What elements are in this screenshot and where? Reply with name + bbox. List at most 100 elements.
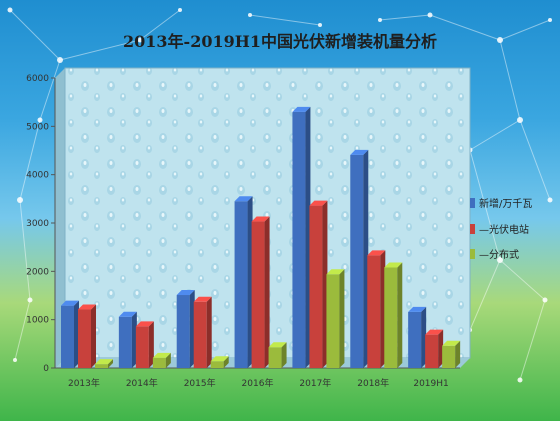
- bar: [425, 329, 444, 368]
- bar-front: [234, 201, 248, 368]
- bar-side: [206, 296, 212, 368]
- bar-front: [442, 345, 456, 368]
- bar-top: [193, 296, 212, 302]
- bar: [408, 306, 427, 368]
- bar-top: [78, 304, 96, 310]
- bar-front: [95, 364, 108, 368]
- bar: [118, 311, 137, 368]
- bar-front: [61, 305, 74, 368]
- bar: [384, 262, 403, 368]
- bar-front: [292, 111, 306, 368]
- bar: [350, 149, 369, 368]
- bar-side: [74, 300, 79, 368]
- bar: [292, 106, 311, 368]
- legend-swatch: [470, 249, 475, 259]
- bar-side: [380, 250, 386, 368]
- x-tick-label: 2017年: [299, 377, 331, 389]
- bar-side: [281, 342, 287, 368]
- side-wall: [55, 68, 65, 368]
- bar: [176, 290, 195, 368]
- bar-side: [421, 306, 427, 368]
- bar-front: [118, 316, 132, 368]
- y-tick-label: 4000: [26, 171, 49, 181]
- bar-front: [152, 357, 166, 368]
- bar-front: [384, 267, 398, 368]
- legend-label: —分布式: [479, 248, 519, 261]
- bar-front: [425, 334, 439, 368]
- bar-front: [78, 309, 91, 368]
- bar-side: [363, 149, 369, 368]
- bar-top: [61, 300, 79, 306]
- x-axis: 2013年 2014年 2015年 2016年 2017年 2018年 2019H1: [55, 367, 460, 389]
- legend-label: —光伏电站: [479, 223, 529, 236]
- bar-front: [408, 311, 422, 368]
- bar-front: [251, 221, 265, 368]
- bar-side: [339, 269, 345, 368]
- bar-top: [326, 269, 345, 275]
- bar: [309, 200, 328, 368]
- x-tick-label: 2013年: [68, 377, 100, 389]
- bar: [210, 356, 229, 368]
- bar: [367, 250, 386, 368]
- bar: [135, 321, 154, 368]
- bar-front: [309, 205, 323, 368]
- x-tick-label: 2015年: [184, 377, 216, 389]
- bar-top: [425, 329, 444, 335]
- bar-side: [131, 311, 137, 368]
- bar-front: [350, 154, 364, 368]
- bar-front: [268, 347, 282, 368]
- x-tick-label: 2019H1: [413, 379, 448, 389]
- bar-side: [223, 356, 229, 368]
- bar-top: [251, 216, 270, 222]
- y-tick-label: 6000: [26, 74, 49, 84]
- y-tick-label: 3000: [26, 219, 49, 229]
- bar-side: [91, 304, 96, 368]
- bar-front: [367, 255, 381, 368]
- bar: [251, 216, 270, 368]
- bar-side: [108, 359, 113, 368]
- bar: [326, 269, 345, 368]
- legend-label: 新增/万千瓦: [479, 197, 532, 210]
- y-tick-label: 1000: [26, 316, 49, 326]
- bar: [78, 304, 96, 368]
- bar-top: [268, 342, 287, 348]
- bar-top: [350, 149, 369, 155]
- legend: 新增/万千瓦 —光伏电站 —分布式: [470, 197, 532, 261]
- bar-top: [442, 340, 461, 346]
- bar-side: [165, 352, 171, 368]
- bar-side: [455, 340, 461, 368]
- bar-top: [152, 352, 171, 358]
- y-axis: 0 1000 2000 3000 4000 5000 6000: [26, 74, 56, 374]
- bar-side: [148, 321, 154, 368]
- bar-top: [176, 290, 195, 296]
- x-tick-label: 2014年: [126, 377, 158, 389]
- bar-side: [438, 329, 444, 368]
- bar-top: [118, 311, 137, 317]
- bar-top: [309, 200, 328, 206]
- bar-side: [264, 216, 270, 368]
- bar: [152, 352, 171, 368]
- legend-swatch: [470, 198, 475, 208]
- bar-side: [305, 106, 311, 368]
- bar: [268, 342, 287, 368]
- bars: [61, 106, 461, 368]
- bar-side: [397, 262, 403, 368]
- x-tick-label: 2016年: [242, 377, 274, 389]
- bar-top: [408, 306, 427, 312]
- x-tick-label: 2018年: [357, 377, 389, 389]
- bar: [234, 196, 253, 368]
- bar-side: [247, 196, 253, 368]
- bar: [193, 296, 212, 368]
- bar-top: [135, 321, 154, 327]
- bar-top: [234, 196, 253, 202]
- bar: [95, 359, 113, 368]
- y-tick-label: 0: [43, 364, 49, 374]
- y-tick-label: 2000: [26, 267, 49, 277]
- bar-front: [193, 301, 207, 368]
- bar-top: [367, 250, 386, 256]
- legend-swatch: [470, 224, 475, 234]
- bar-top: [292, 106, 311, 112]
